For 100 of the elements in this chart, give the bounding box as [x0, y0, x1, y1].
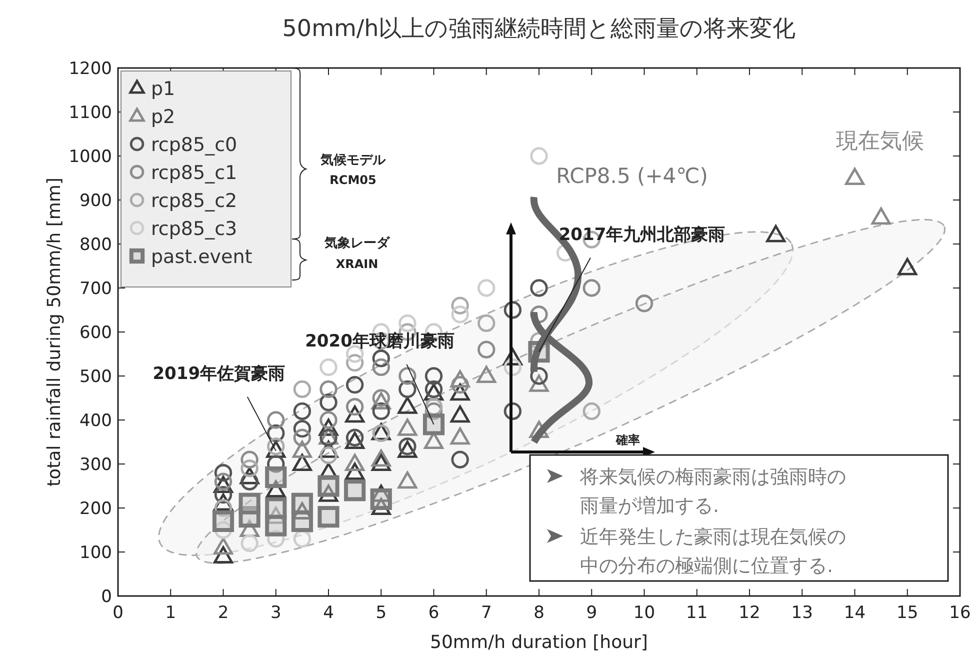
legend-label: p2	[151, 106, 176, 128]
x-tick-label: 10	[633, 603, 656, 623]
point	[635, 294, 654, 312]
annotation: RCM05	[330, 173, 376, 187]
point	[529, 374, 549, 392]
point	[293, 428, 312, 446]
annotation: XRAIN	[336, 257, 378, 271]
point	[372, 358, 390, 376]
point	[292, 454, 312, 472]
legend-label: rcp85_c0	[151, 134, 238, 156]
point	[214, 493, 233, 511]
annotation: 現在気候	[836, 129, 924, 154]
legend-label: rcp85_c1	[151, 162, 238, 184]
annotation: 気象レーダ	[324, 236, 390, 251]
annotation: 将来気候の梅雨豪雨は強雨時の雨量が増加する.	[579, 466, 846, 517]
point	[293, 380, 312, 398]
point	[398, 438, 416, 456]
point	[214, 464, 232, 482]
point	[267, 424, 285, 442]
chart-title: 50mm/h以上の強雨継続時間と総雨量の将来変化	[282, 16, 796, 42]
point	[293, 420, 312, 438]
y-tick-label: 1000	[68, 147, 112, 167]
x-axis-title: 50mm/h duration [hour]	[430, 632, 648, 653]
legend-label: rcp85_c3	[151, 218, 238, 240]
x-tick-label: 3	[270, 603, 282, 623]
point	[346, 354, 364, 372]
point	[450, 370, 470, 388]
annotation: 近年発生した豪雨は現在気候の中の分布の極端側に位置する.	[580, 526, 846, 577]
y-tick-label: 700	[80, 279, 112, 299]
x-tick-label: 6	[428, 603, 440, 623]
point	[320, 394, 338, 412]
annotation: 気候モデル	[320, 153, 386, 168]
point	[451, 296, 469, 314]
y-tick-label: 200	[80, 499, 112, 519]
point	[214, 472, 232, 490]
y-tick-label: 400	[80, 411, 112, 431]
legend-label: past.event	[151, 246, 252, 268]
legend-label: rcp85_c2	[151, 190, 238, 212]
point	[582, 279, 600, 297]
point	[291, 492, 313, 514]
point	[212, 510, 234, 532]
point	[398, 396, 418, 414]
point	[504, 358, 522, 376]
point	[372, 350, 390, 368]
point	[320, 446, 338, 464]
point	[293, 402, 312, 420]
legend-label: p1	[151, 78, 176, 100]
point	[424, 383, 444, 401]
point	[451, 450, 469, 468]
point	[450, 383, 470, 401]
point	[398, 367, 416, 385]
y-tick-label: 1100	[68, 103, 112, 123]
point	[346, 376, 364, 394]
point	[504, 402, 522, 420]
point	[318, 418, 338, 436]
point	[214, 476, 233, 494]
y-tick-label: 800	[80, 235, 112, 255]
point	[240, 520, 260, 538]
annotation: 2017年九州北部豪雨	[558, 224, 726, 245]
point	[371, 454, 391, 472]
point	[370, 488, 392, 510]
point	[424, 398, 443, 416]
point	[371, 498, 391, 516]
point	[424, 432, 444, 450]
point	[582, 402, 600, 420]
x-tick-label: 5	[376, 603, 387, 623]
x-tick-label: 7	[480, 603, 492, 623]
point	[398, 418, 418, 436]
y-tick-label: 0	[101, 587, 112, 607]
point	[478, 314, 496, 332]
point	[371, 449, 391, 467]
point	[265, 466, 287, 488]
point	[320, 380, 338, 398]
point	[424, 380, 443, 398]
point	[398, 471, 418, 489]
point	[372, 389, 390, 407]
point	[266, 440, 286, 458]
point	[345, 432, 365, 450]
point	[345, 454, 365, 472]
point	[266, 480, 286, 498]
y-tick-label: 100	[80, 543, 112, 563]
point	[424, 402, 443, 420]
point	[346, 428, 364, 446]
y-tick-label: 1200	[68, 59, 112, 79]
point	[320, 358, 338, 376]
point	[318, 484, 338, 502]
point	[530, 147, 548, 165]
point	[450, 427, 470, 445]
point	[422, 414, 445, 436]
point	[240, 450, 258, 468]
point	[372, 402, 390, 420]
point	[450, 405, 470, 423]
annotation: 2019年佐賀豪雨	[152, 364, 286, 384]
x-tick-label: 16	[949, 603, 971, 623]
y-tick-label: 600	[80, 323, 112, 343]
y-tick-label: 500	[80, 367, 112, 387]
point	[240, 534, 258, 552]
point	[502, 348, 522, 366]
point	[318, 475, 340, 497]
point	[451, 306, 469, 324]
